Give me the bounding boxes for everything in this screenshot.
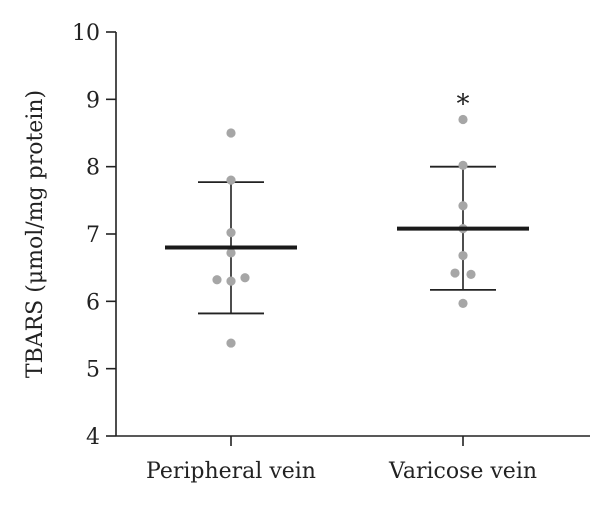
- y-tick-label: 10: [72, 21, 100, 46]
- y-tick-label: 4: [86, 425, 100, 450]
- y-tick-label: 7: [86, 223, 100, 248]
- y-tick-label: 6: [86, 290, 100, 315]
- data-point: [450, 268, 459, 277]
- data-groups: *: [165, 90, 529, 348]
- axes: [106, 32, 590, 446]
- data-point: [226, 176, 235, 185]
- data-point: [458, 251, 467, 260]
- data-point: [226, 277, 235, 286]
- data-point: [226, 228, 235, 237]
- y-axis-title: TBARS (μmol/mg protein): [23, 90, 48, 378]
- y-tick-label: 8: [86, 156, 100, 181]
- data-point: [466, 270, 475, 279]
- group-1: [165, 128, 297, 347]
- y-tick-labels: 4 5 6 7 8 9 10: [72, 21, 100, 450]
- data-point: [226, 128, 235, 137]
- x-tick-label: Peripheral vein: [146, 459, 316, 484]
- data-point: [240, 273, 249, 282]
- data-point: [458, 161, 467, 170]
- group-2: *: [397, 90, 529, 308]
- y-tick-label: 9: [86, 88, 100, 113]
- data-point: [458, 201, 467, 210]
- x-tick-labels: Peripheral vein Varicose vein: [146, 459, 537, 484]
- x-tick-label: Varicose vein: [388, 459, 537, 484]
- data-point: [226, 338, 235, 347]
- data-point: [226, 248, 235, 257]
- y-tick-label: 5: [86, 358, 100, 383]
- data-point: [458, 299, 467, 308]
- data-point: [212, 275, 221, 284]
- significance-marker: *: [457, 90, 470, 120]
